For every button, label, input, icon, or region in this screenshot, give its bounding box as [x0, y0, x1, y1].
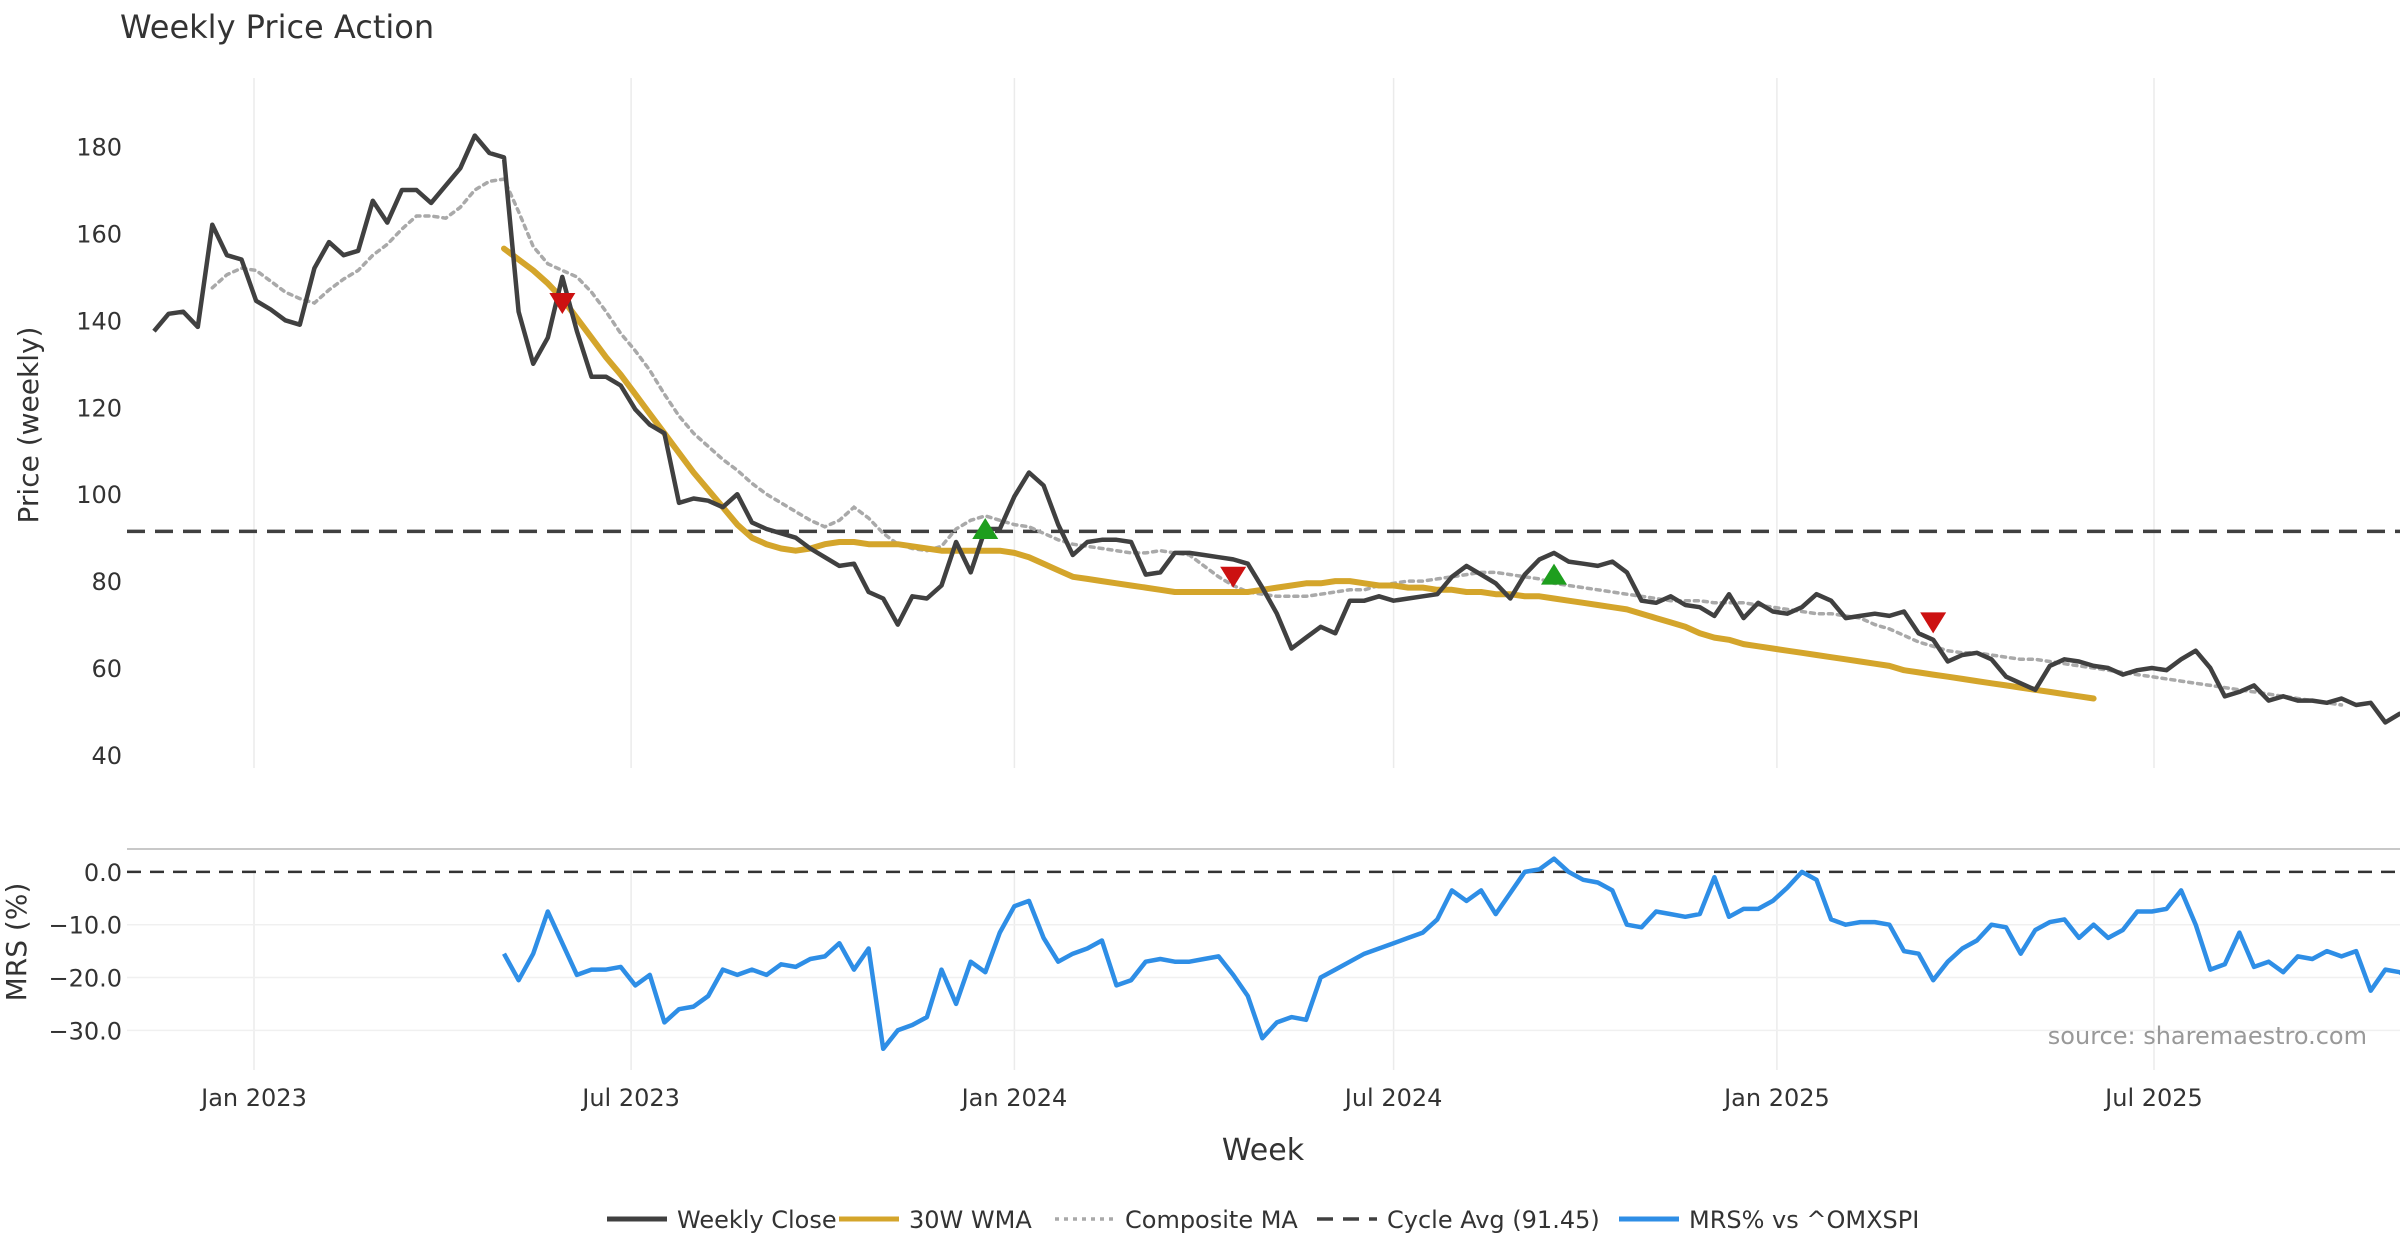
legend-label: 30W WMA [909, 1206, 1032, 1234]
price-y-tick-label: 80 [91, 568, 122, 596]
mrs-y-tick-label: −20.0 [48, 965, 122, 993]
price-y-tick-label: 40 [91, 742, 122, 770]
price-y-tick-label: 60 [91, 655, 122, 683]
legend-entry: Composite MA [1055, 1206, 1298, 1234]
price-y-tick-label: 160 [76, 220, 122, 248]
composite-ma-line [210, 177, 2344, 707]
wma-30w-line [501, 245, 2097, 702]
x-axis: Jan 2023 Jul 2023 Jan 2024 Jul 2024 Jan 2025… [199, 1084, 2203, 1112]
mrs-gridlines [127, 870, 2400, 1070]
legend-entry: 30W WMA [839, 1206, 1032, 1234]
chart-title: Weekly Price Action [120, 8, 434, 46]
mrs-panel: 0.0 −10.0 −20.0 −30.0 MRS (%) source: share… [0, 856, 2400, 1070]
price-panel: 40 60 80 100 120 140 160 180 Price (weekly) [12, 78, 2400, 770]
weekly-close-line [152, 133, 2400, 725]
legend-label: Cycle Avg (91.45) [1387, 1206, 1600, 1234]
buy-signal-marker [1541, 563, 1567, 585]
legend-entry: Weekly Close [607, 1206, 837, 1234]
mrs-y-tick-label: −10.0 [48, 912, 122, 940]
price-y-tick-label: 180 [76, 134, 122, 162]
x-tick-label: Jul 2024 [1343, 1084, 1443, 1112]
price-y-tick-label: 140 [76, 307, 122, 335]
x-tick-label: Jan 2025 [1722, 1084, 1830, 1112]
mrs-y-axis-label: MRS (%) [0, 883, 33, 1002]
price-y-tick-label: 120 [76, 394, 122, 422]
source-note: source: sharemaestro.com [2048, 1022, 2367, 1050]
mrs-y-axis: 0.0 −10.0 −20.0 −30.0 [48, 859, 122, 1045]
price-y-tick-label: 100 [76, 481, 122, 509]
x-tick-label: Jan 2023 [199, 1084, 307, 1112]
legend-label: Composite MA [1125, 1206, 1298, 1234]
legend-label: Weekly Close [677, 1206, 837, 1234]
mrs-series [127, 856, 2400, 1052]
x-tick-label: Jul 2025 [2103, 1084, 2203, 1112]
mrs-y-tick-label: −30.0 [48, 1017, 122, 1045]
mrs-line [502, 856, 2400, 1052]
sell-signal-marker [1220, 566, 1247, 588]
sell-signal-marker [549, 292, 576, 314]
buy-signal-marker [972, 517, 999, 539]
legend-entry: Cycle Avg (91.45) [1317, 1206, 1600, 1234]
legend-label: MRS% vs ^OMXSPI [1689, 1206, 1919, 1234]
legend-entry: MRS% vs ^OMXSPI [1619, 1206, 1919, 1234]
sell-signal-marker [1920, 612, 1947, 634]
mrs-y-tick-label: 0.0 [84, 859, 122, 887]
price-gridlines [253, 78, 2155, 768]
price-y-axis: 40 60 80 100 120 140 160 180 [76, 134, 122, 770]
legend: Weekly Close 30W WMA Composite MA Cycle Avg… [607, 1206, 1919, 1234]
x-tick-label: Jul 2023 [580, 1084, 680, 1112]
price-y-axis-label: Price (weekly) [12, 327, 45, 524]
x-axis-label: Week [1222, 1133, 1305, 1168]
price-series [127, 133, 2400, 725]
signal-markers [549, 292, 1947, 634]
x-tick-label: Jan 2024 [960, 1084, 1068, 1112]
